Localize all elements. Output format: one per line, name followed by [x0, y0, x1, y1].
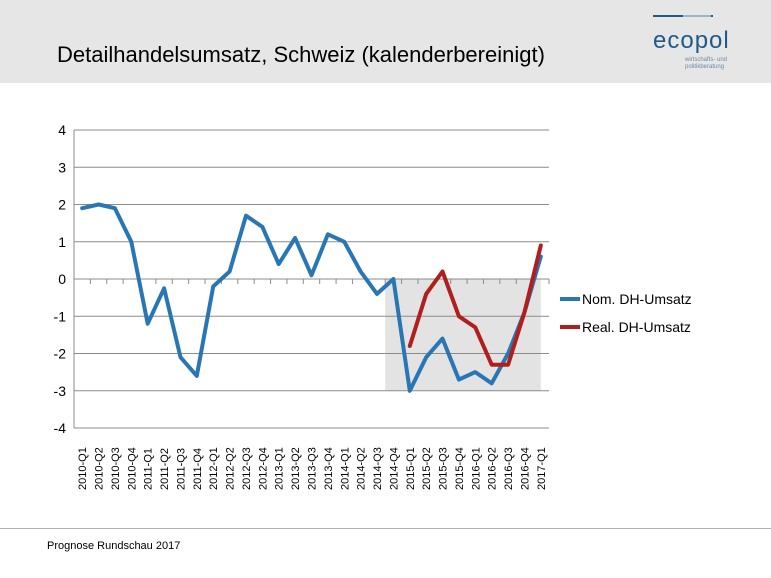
x-tick-label: 2011-Q1 [143, 448, 155, 490]
legend-label: Real. DH-Umsatz [582, 319, 691, 335]
x-tick-label: 2013-Q3 [307, 447, 319, 490]
y-tick-label: 0 [58, 271, 66, 287]
x-tick-label: 2011-Q2 [159, 448, 171, 490]
x-tick-label: 2011-Q4 [192, 448, 204, 490]
page-title: Detailhandelsumsatz, Schweiz (kalenderbe… [57, 42, 545, 67]
x-tick-label: 2013-Q4 [323, 447, 335, 490]
x-tick-label: 2015-Q4 [454, 447, 466, 490]
x-tick-label: 2016-Q3 [503, 447, 515, 490]
source-note: Prognose Rundschau 2017 [47, 540, 181, 552]
ecopol-logo: ecopol wirtschafts- und politikberatung [653, 15, 733, 75]
y-tick-label: -2 [54, 346, 67, 362]
x-tick-label: 2012-Q4 [257, 447, 269, 490]
x-tick-label: 2011-Q3 [175, 448, 187, 490]
y-tick-label: -4 [54, 420, 67, 436]
x-tick-label: 2012-Q1 [208, 447, 220, 490]
y-tick-label: 2 [58, 197, 66, 213]
x-tick-label: 2017-Q1 [536, 447, 548, 490]
y-tick-label: -1 [54, 308, 67, 324]
x-tick-label: 2016-Q1 [470, 447, 482, 490]
x-tick-label: 2016-Q4 [519, 447, 531, 490]
y-tick-label: -3 [54, 383, 67, 399]
y-tick-label: 3 [58, 159, 66, 175]
x-tick-label: 2015-Q3 [438, 447, 450, 490]
x-tick-label: 2012-Q2 [225, 447, 237, 490]
x-tick-label: 2012-Q3 [241, 447, 253, 490]
x-tick-label: 2013-Q2 [290, 447, 302, 490]
x-tick-label: 2010-Q2 [94, 447, 106, 490]
y-tick-label: 4 [58, 122, 66, 138]
x-tick-label: 2015-Q1 [405, 447, 417, 490]
x-tick-label: 2014-Q1 [339, 447, 351, 490]
y-tick-label: 1 [58, 234, 66, 250]
x-tick-label: 2014-Q4 [388, 447, 400, 490]
footer-divider [0, 528, 771, 529]
x-tick-label: 2014-Q3 [372, 447, 384, 490]
x-tick-label: 2010-Q3 [110, 447, 122, 490]
x-tick-label: 2014-Q2 [356, 447, 368, 490]
header-band [0, 0, 771, 83]
x-tick-label: 2016-Q2 [487, 447, 499, 490]
series-line-real [407, 243, 543, 367]
x-tick-label: 2015-Q2 [421, 447, 433, 490]
legend-label: Nom. DH-Umsatz [582, 291, 692, 307]
series-line-nominal [80, 202, 543, 393]
x-tick-label: 2010-Q1 [77, 447, 89, 490]
logo-wordmark: ecopol [653, 27, 730, 54]
x-tick-label: 2010-Q4 [126, 447, 138, 490]
x-tick-label: 2013-Q1 [274, 447, 286, 490]
logo-bar-accent [683, 15, 711, 17]
logo-subtitle: wirtschafts- und politikberatung [685, 57, 728, 70]
